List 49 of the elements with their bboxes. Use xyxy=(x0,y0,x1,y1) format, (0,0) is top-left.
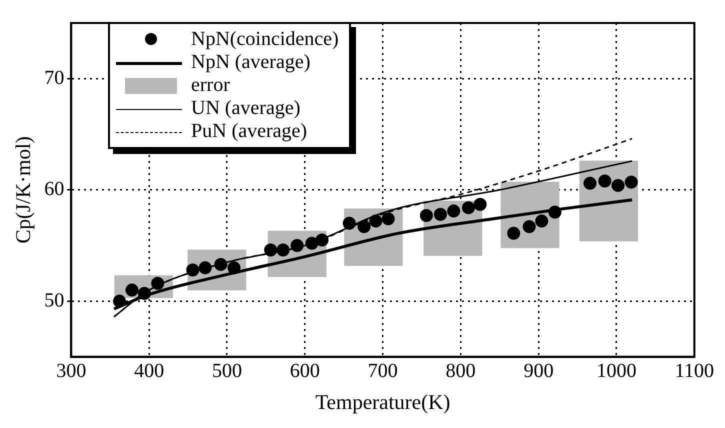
point xyxy=(151,276,164,290)
x-tick-label: 600 xyxy=(290,360,320,382)
point xyxy=(342,216,356,230)
legend-label: NpN(coincidence) xyxy=(191,28,339,50)
point xyxy=(535,214,548,228)
point xyxy=(358,220,371,234)
y-axis-title: Cp(J/K·mol) xyxy=(11,136,36,244)
point xyxy=(316,233,329,246)
point xyxy=(305,236,318,250)
point xyxy=(612,178,625,192)
point xyxy=(214,258,228,271)
point xyxy=(434,208,447,221)
x-tick-label: 1000 xyxy=(596,360,636,382)
point xyxy=(583,176,596,190)
x-tick-label: 700 xyxy=(368,360,398,382)
legend-label: NpN (average) xyxy=(191,51,310,73)
x-tick-label: 500 xyxy=(212,360,242,382)
point xyxy=(598,174,612,188)
legend-label: PuN (average) xyxy=(191,120,308,142)
point xyxy=(462,201,475,214)
x-tick-label: 400 xyxy=(134,360,164,382)
point xyxy=(138,286,151,300)
point xyxy=(112,294,126,308)
y-tick-label: 70 xyxy=(44,66,64,89)
point xyxy=(522,220,536,234)
point xyxy=(624,176,638,189)
point xyxy=(507,226,520,240)
point xyxy=(290,239,304,252)
legend-label: UN (average) xyxy=(191,97,300,119)
legend-label: error xyxy=(191,74,230,96)
point xyxy=(228,261,241,274)
x-axis-title: Temperature(K) xyxy=(315,390,450,414)
point xyxy=(276,243,290,256)
y-tick-label: 50 xyxy=(44,289,64,312)
point xyxy=(548,206,562,219)
point xyxy=(369,214,382,228)
point xyxy=(474,198,487,211)
x-tick-label: 1100 xyxy=(674,360,714,382)
y-tick-label: 60 xyxy=(44,178,64,200)
x-tick-label: 800 xyxy=(446,360,476,382)
point xyxy=(420,208,433,222)
point xyxy=(382,212,395,226)
point xyxy=(447,204,460,218)
point xyxy=(264,243,278,256)
x-tick-label: 300 xyxy=(56,360,86,382)
point xyxy=(125,284,138,297)
point xyxy=(198,261,212,274)
x-tick-label: 900 xyxy=(524,360,554,382)
point xyxy=(186,264,200,277)
